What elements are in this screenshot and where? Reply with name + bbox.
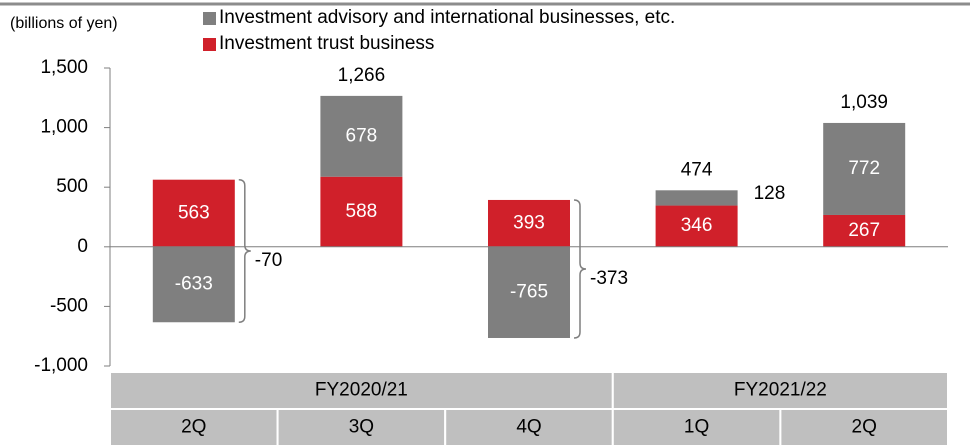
bracket (238, 178, 251, 324)
bar-label: -765 (510, 281, 548, 302)
legend-swatch (203, 12, 216, 25)
x-tick-label: 4Q (516, 417, 541, 438)
legend-label: Investment trust business (219, 33, 434, 54)
bar-label: 563 (178, 202, 210, 223)
bar-segment (488, 199, 570, 247)
total-label: 1,039 (840, 92, 888, 113)
bar-segment (152, 246, 235, 323)
bar-label: 588 (346, 201, 378, 222)
bar-segment (488, 246, 570, 338)
bar-label: 393 (513, 212, 545, 233)
bar-segment (320, 176, 403, 247)
legend-label: Investment advisory and international bu… (219, 7, 675, 28)
legend-swatch (203, 38, 216, 51)
total-label: 1,266 (338, 65, 386, 86)
category-cell (109, 408, 279, 447)
total-label: 474 (681, 159, 713, 180)
bracket (573, 199, 587, 339)
y-tick-label: -500 (50, 295, 88, 316)
y-tick-label: 1,000 (40, 117, 88, 138)
group-cell (109, 371, 614, 410)
y-tick-label: 0 (77, 236, 88, 257)
bar-segment (655, 205, 738, 247)
bar-label: 267 (848, 220, 880, 241)
category-cell (444, 408, 614, 447)
total-label: -70 (255, 250, 282, 271)
total-label: -373 (590, 268, 628, 289)
x-tick-label: 2Q (852, 417, 877, 438)
y-tick-label: -1,000 (34, 355, 88, 376)
bar-segment (152, 179, 235, 247)
category-cell (276, 408, 447, 447)
bar-segment (320, 95, 403, 177)
group-label: FY2021/22 (734, 380, 827, 401)
bar-label: 772 (848, 158, 880, 179)
x-tick-label: 3Q (349, 417, 374, 438)
y-tick-label: 1,500 (40, 57, 88, 78)
bar-label: -633 (175, 274, 213, 295)
bar-segment (823, 214, 906, 247)
group-label: FY2020/21 (315, 380, 408, 401)
x-tick-label: 1Q (684, 417, 709, 438)
unit-label: (billions of yen) (10, 15, 118, 32)
bar-label: 346 (681, 215, 713, 236)
bar-segment (823, 122, 906, 215)
category-cell (779, 408, 950, 447)
bar-label: 678 (346, 125, 378, 146)
x-tick-label: 2Q (181, 417, 206, 438)
bar-label: 128 (754, 183, 786, 204)
y-tick-label: 500 (56, 176, 88, 197)
bar-segment (655, 190, 738, 206)
